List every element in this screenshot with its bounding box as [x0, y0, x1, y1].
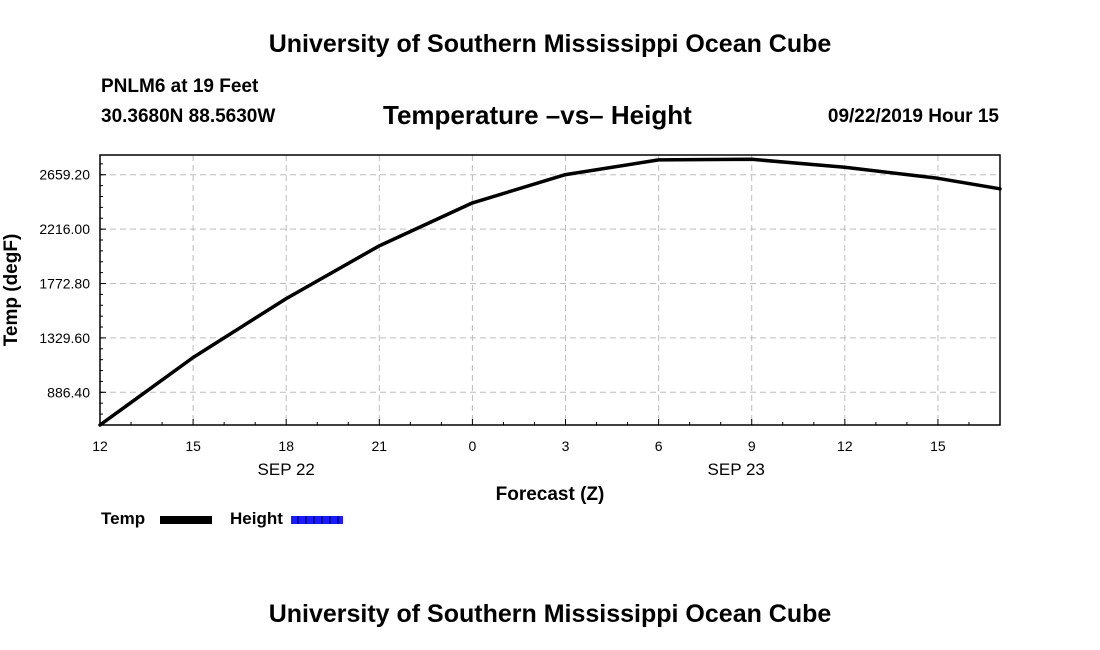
y-tick-label: 1329.60	[39, 330, 90, 346]
y-tick-label: 2659.20	[39, 167, 90, 183]
x-date-label: SEP 22	[258, 460, 315, 479]
x-tick-label: 21	[372, 438, 388, 454]
series-layer	[98, 157, 1002, 427]
legend-label-temp: Temp	[101, 509, 146, 528]
x-tick-label: 12	[92, 438, 108, 454]
x-tick-label: 6	[655, 438, 663, 454]
y-tick-label: 886.40	[47, 384, 90, 400]
x-tick-label: 0	[469, 438, 477, 454]
station-label: PNLM6 at 19 Feet	[101, 76, 259, 97]
y-axis-label: Temp (degF)	[1, 234, 22, 347]
x-tick-label: 15	[185, 438, 201, 454]
legend-swatch-temp	[160, 516, 212, 524]
coordinates-label: 30.3680N 88.5630W	[101, 106, 276, 127]
datetime-label: 09/22/2019 Hour 15	[827, 106, 999, 127]
chart-title: Temperature –vs– Height	[383, 100, 692, 130]
page-title-top: University of Southern Mississippi Ocean…	[268, 30, 832, 58]
legend-swatch-height	[291, 516, 343, 524]
x-tick-label: 9	[748, 438, 756, 454]
y-tick-label: 1772.80	[39, 276, 90, 292]
x-tick-label: 15	[930, 438, 946, 454]
x-tick-label: 18	[278, 438, 294, 454]
grid-lines	[100, 155, 1000, 425]
plot-frame	[99, 154, 1001, 426]
x-tick-label: 12	[837, 438, 853, 454]
x-axis-label: Forecast (Z)	[496, 484, 605, 505]
legend-label-height: Height	[230, 509, 283, 528]
y-tick-label: 2216.00	[39, 221, 90, 237]
axis-ticks: 12 15 18 21 0 3 6 9 12 15 SEP 22 SEP 23 886.40 1329.6…	[39, 163, 1001, 479]
page-title-bottom: University of Southern Mississippi Ocean…	[268, 600, 832, 628]
series-line-temp	[98, 157, 1002, 427]
x-tick-label: 3	[562, 438, 570, 454]
x-date-label: SEP 23	[708, 460, 765, 479]
